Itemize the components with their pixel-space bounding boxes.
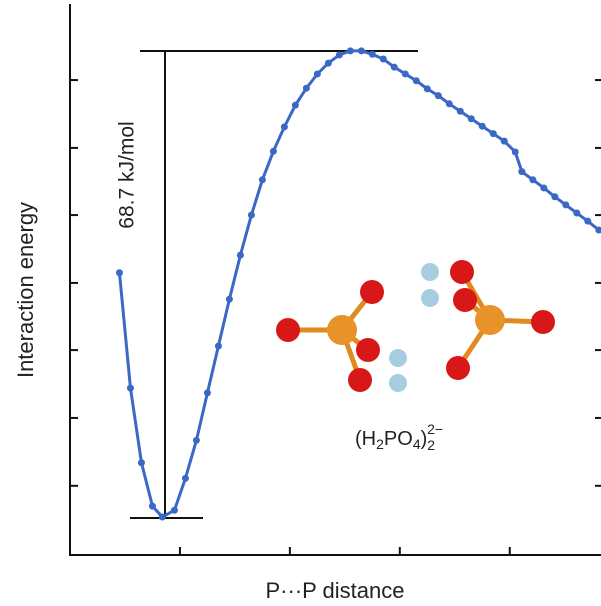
point	[237, 252, 244, 259]
point	[226, 296, 233, 303]
y-axis-label: Interaction energy	[13, 202, 38, 378]
point	[336, 51, 343, 58]
point	[171, 507, 178, 514]
point	[127, 385, 134, 392]
point	[424, 85, 431, 92]
point	[479, 123, 486, 130]
point	[303, 85, 310, 92]
point	[259, 176, 266, 183]
point	[518, 168, 525, 175]
point	[435, 92, 442, 99]
point	[512, 148, 519, 155]
molecule	[276, 260, 555, 392]
x-axis-label: P···P distance	[266, 578, 405, 603]
point	[529, 176, 536, 183]
point	[402, 70, 409, 77]
chart: 68.7 kJ/mol Interaction energy P···P dis…	[0, 0, 601, 606]
point	[573, 210, 580, 217]
point	[391, 64, 398, 71]
point	[149, 503, 156, 510]
point	[446, 100, 453, 107]
point	[138, 459, 145, 466]
formula-part: PO	[384, 428, 413, 450]
point	[551, 193, 558, 200]
formula-part: (H	[355, 428, 376, 450]
formula-part: 2−	[427, 421, 443, 437]
point	[413, 77, 420, 84]
point	[457, 108, 464, 115]
point	[325, 60, 332, 67]
page: {"chart_data": {"type": "line", "x_label…	[0, 0, 601, 606]
point	[182, 475, 189, 482]
point	[215, 343, 222, 350]
point	[193, 437, 200, 444]
annotation: 68.7 kJ/mol	[116, 121, 139, 228]
point	[248, 212, 255, 219]
formula-part: 4	[413, 436, 421, 452]
point	[116, 269, 123, 276]
formula-part: 2	[376, 436, 384, 452]
point	[380, 56, 387, 63]
point	[540, 184, 547, 191]
point	[270, 148, 277, 155]
point	[292, 102, 299, 109]
point	[501, 138, 508, 145]
point	[314, 70, 321, 77]
point	[204, 389, 211, 396]
formula: (H2PO4)22−	[355, 421, 443, 453]
formula-part: 2	[427, 437, 435, 453]
point	[584, 218, 591, 225]
point	[358, 47, 365, 54]
axes	[69, 4, 601, 556]
point	[468, 115, 475, 122]
point	[562, 201, 569, 208]
point	[369, 51, 376, 58]
point	[281, 123, 288, 130]
point	[347, 47, 354, 54]
point	[159, 514, 166, 521]
point	[490, 130, 497, 137]
